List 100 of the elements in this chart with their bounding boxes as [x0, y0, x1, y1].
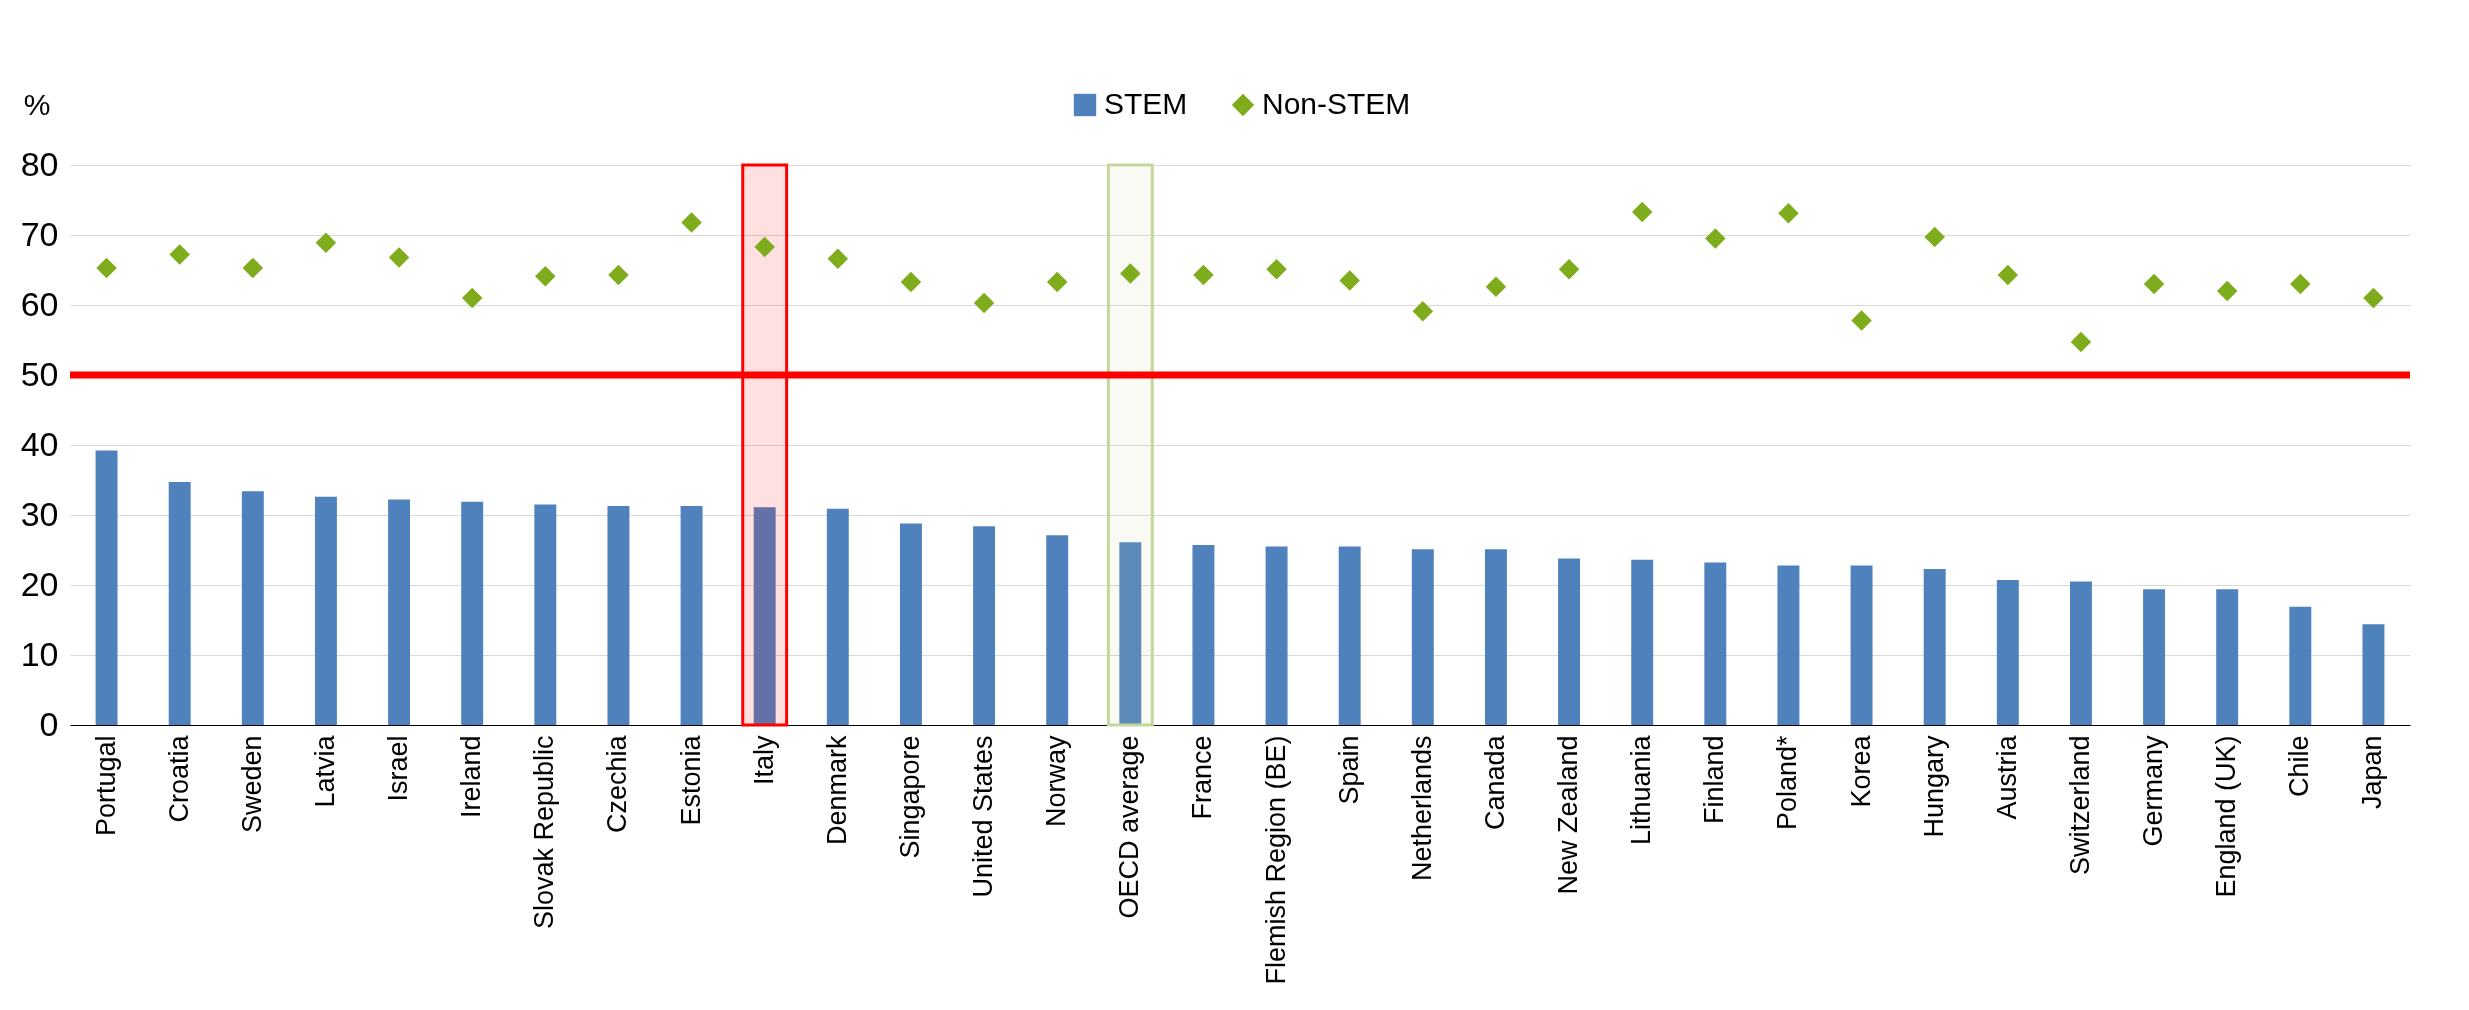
point — [388, 247, 410, 268]
bar — [241, 491, 264, 725]
point — [1339, 270, 1360, 291]
point — [2216, 280, 2238, 302]
bar — [2143, 589, 2166, 725]
bar — [2069, 581, 2092, 725]
y-tick-label: 0 — [39, 704, 59, 743]
point — [900, 271, 922, 293]
x-tick-label: France — [1187, 735, 1218, 820]
point — [1851, 310, 1872, 331]
x-tick-label: Poland* — [1772, 735, 1803, 831]
x-tick-label: Switzerland — [2064, 735, 2095, 876]
x-tick-label: New Zealand — [1553, 735, 1584, 895]
point — [315, 232, 337, 253]
point — [461, 287, 483, 309]
x-tick-label: OECD average — [1114, 735, 1145, 919]
point — [2070, 331, 2092, 353]
bar — [1192, 545, 1215, 725]
x-tick-label: Slovak Republic — [529, 735, 560, 930]
bar — [534, 504, 557, 725]
y-axis-title: % — [23, 87, 51, 121]
y-tick-label: 30 — [20, 494, 59, 533]
bar — [1631, 559, 1654, 725]
y-tick-label: 40 — [20, 424, 59, 463]
x-tick-label: Denmark — [821, 735, 852, 846]
y-tick-label: 60 — [20, 284, 59, 323]
x-tick-label: England (UK) — [2211, 735, 2242, 898]
bar — [1558, 558, 1581, 725]
bar — [1046, 535, 1069, 725]
x-tick-label: Italy — [748, 735, 779, 786]
point — [973, 292, 995, 314]
point — [1412, 301, 1434, 322]
point — [1120, 263, 1141, 284]
bar — [388, 499, 411, 725]
bar — [95, 450, 118, 725]
point — [96, 257, 117, 279]
x-tick-label: Sweden — [236, 735, 267, 834]
point — [754, 236, 775, 258]
bar — [168, 482, 191, 725]
y-tick-label: 50 — [20, 354, 59, 393]
y-tick-label: 80 — [20, 144, 59, 183]
point — [1631, 201, 1653, 223]
x-tick-label: Spain — [1333, 735, 1364, 805]
point — [242, 257, 264, 279]
x-tick-label: Ireland — [456, 735, 487, 819]
bar — [680, 505, 703, 725]
x-tick-label: Canada — [1479, 734, 1510, 831]
x-tick-label: Japan — [2357, 735, 2388, 810]
point — [1778, 203, 1799, 224]
x-tick-label: Netherlands — [1406, 735, 1437, 882]
x-tick-label: Estonia — [675, 734, 706, 826]
point — [1705, 228, 1726, 249]
y-tick-label: 70 — [20, 214, 59, 253]
x-tick-label: Finland — [1699, 735, 1730, 825]
x-tick-label: Flemish Region (BE) — [1260, 735, 1291, 985]
point — [1997, 264, 2019, 286]
x-tick-label: Portugal — [90, 735, 121, 837]
point — [1046, 271, 1068, 293]
bar — [461, 501, 484, 725]
bar — [753, 507, 776, 725]
point — [681, 212, 702, 233]
bar — [826, 508, 849, 725]
point — [1924, 226, 1945, 248]
x-tick-label: United States — [968, 735, 999, 898]
bar — [2362, 624, 2385, 725]
bar — [1411, 549, 1434, 725]
bar — [899, 523, 922, 725]
x-tick-label: Hungary — [1918, 735, 1949, 838]
point — [1266, 259, 1287, 280]
bar — [1704, 562, 1727, 725]
bar — [1484, 549, 1507, 725]
x-tick-label: Germany — [2138, 735, 2169, 847]
point — [827, 248, 849, 270]
x-tick-label: Czechia — [602, 734, 633, 834]
bar — [1850, 565, 1873, 725]
x-tick-label: Lithuania — [1626, 734, 1657, 846]
point — [1485, 276, 1507, 298]
x-tick-label: Chile — [2284, 735, 2315, 798]
bar — [973, 526, 996, 725]
bar — [1265, 546, 1288, 725]
point — [1558, 259, 1580, 280]
point — [535, 266, 556, 287]
point — [2290, 273, 2311, 295]
x-tick-label: Singapore — [894, 735, 925, 859]
point — [169, 244, 190, 265]
x-tick-label: Norway — [1041, 735, 1072, 828]
point — [2363, 287, 2384, 309]
x-tick-label: Austria — [1991, 734, 2022, 820]
bar — [1119, 542, 1142, 725]
x-tick-label: Croatia — [163, 734, 194, 823]
bar — [1777, 565, 1800, 725]
legend-label: STEM — [1104, 87, 1188, 120]
point — [2143, 273, 2165, 295]
bar — [2216, 589, 2239, 725]
y-tick-label: 20 — [20, 564, 59, 603]
bar — [607, 505, 630, 725]
y-tick-label: 10 — [20, 634, 59, 673]
bar — [1996, 580, 2019, 725]
x-tick-label: Korea — [1845, 734, 1876, 808]
point — [608, 264, 629, 286]
